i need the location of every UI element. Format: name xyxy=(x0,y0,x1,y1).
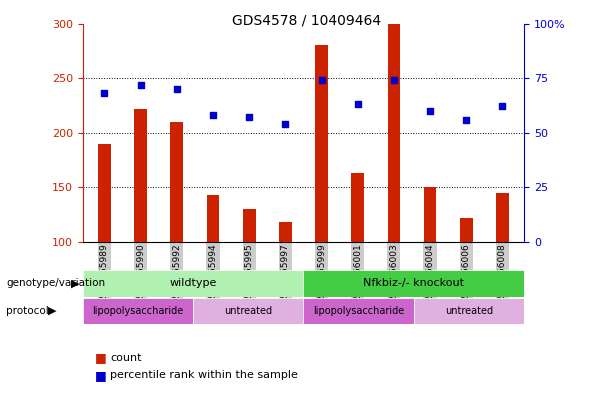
Point xyxy=(389,77,399,83)
Point xyxy=(425,108,435,114)
Bar xyxy=(83,270,303,297)
Point xyxy=(353,101,363,107)
Text: untreated: untreated xyxy=(224,306,272,316)
Bar xyxy=(351,173,364,242)
Text: ■: ■ xyxy=(95,369,107,382)
Point xyxy=(317,77,327,83)
Text: Nfkbiz-/- knockout: Nfkbiz-/- knockout xyxy=(364,278,464,288)
Text: ▶: ▶ xyxy=(48,306,56,316)
Bar xyxy=(303,298,414,324)
Text: count: count xyxy=(110,353,142,363)
Text: ▶: ▶ xyxy=(70,278,79,288)
Bar xyxy=(193,298,303,324)
Point xyxy=(172,86,181,92)
Bar xyxy=(279,222,292,242)
Bar xyxy=(207,195,219,242)
Text: GDS4578 / 10409464: GDS4578 / 10409464 xyxy=(232,14,381,28)
Text: percentile rank within the sample: percentile rank within the sample xyxy=(110,370,298,380)
Bar xyxy=(424,187,436,242)
Point xyxy=(280,121,290,127)
Bar xyxy=(414,298,524,324)
Point xyxy=(244,114,254,121)
Bar xyxy=(170,122,183,242)
Point xyxy=(99,90,109,97)
Point xyxy=(208,112,218,118)
Bar xyxy=(496,193,509,242)
Bar xyxy=(303,270,524,297)
Text: lipopolysaccharide: lipopolysaccharide xyxy=(313,306,404,316)
Text: untreated: untreated xyxy=(445,306,493,316)
Bar xyxy=(134,108,147,242)
Text: wildtype: wildtype xyxy=(169,278,217,288)
Text: protocol: protocol xyxy=(6,306,49,316)
Point xyxy=(135,81,145,88)
Bar xyxy=(83,298,193,324)
Bar xyxy=(460,218,473,242)
Text: ■: ■ xyxy=(95,351,107,364)
Bar xyxy=(387,24,400,242)
Point xyxy=(498,103,508,110)
Text: lipopolysaccharide: lipopolysaccharide xyxy=(93,306,183,316)
Point xyxy=(462,116,471,123)
Bar xyxy=(243,209,256,242)
Bar xyxy=(315,45,328,242)
Bar xyxy=(98,143,111,242)
Text: genotype/variation: genotype/variation xyxy=(6,278,105,288)
